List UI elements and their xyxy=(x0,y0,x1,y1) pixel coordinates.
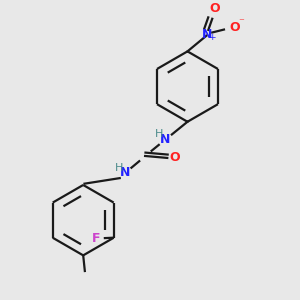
Text: +: + xyxy=(208,33,216,42)
Text: N: N xyxy=(202,28,212,41)
Text: O: O xyxy=(230,21,240,34)
Text: O: O xyxy=(209,2,220,15)
Text: N: N xyxy=(120,166,130,179)
Text: N: N xyxy=(160,133,170,146)
Text: H: H xyxy=(115,163,124,173)
Text: O: O xyxy=(169,151,180,164)
Text: H: H xyxy=(155,130,164,140)
Text: F: F xyxy=(92,232,100,245)
Text: ⁻: ⁻ xyxy=(238,17,244,27)
